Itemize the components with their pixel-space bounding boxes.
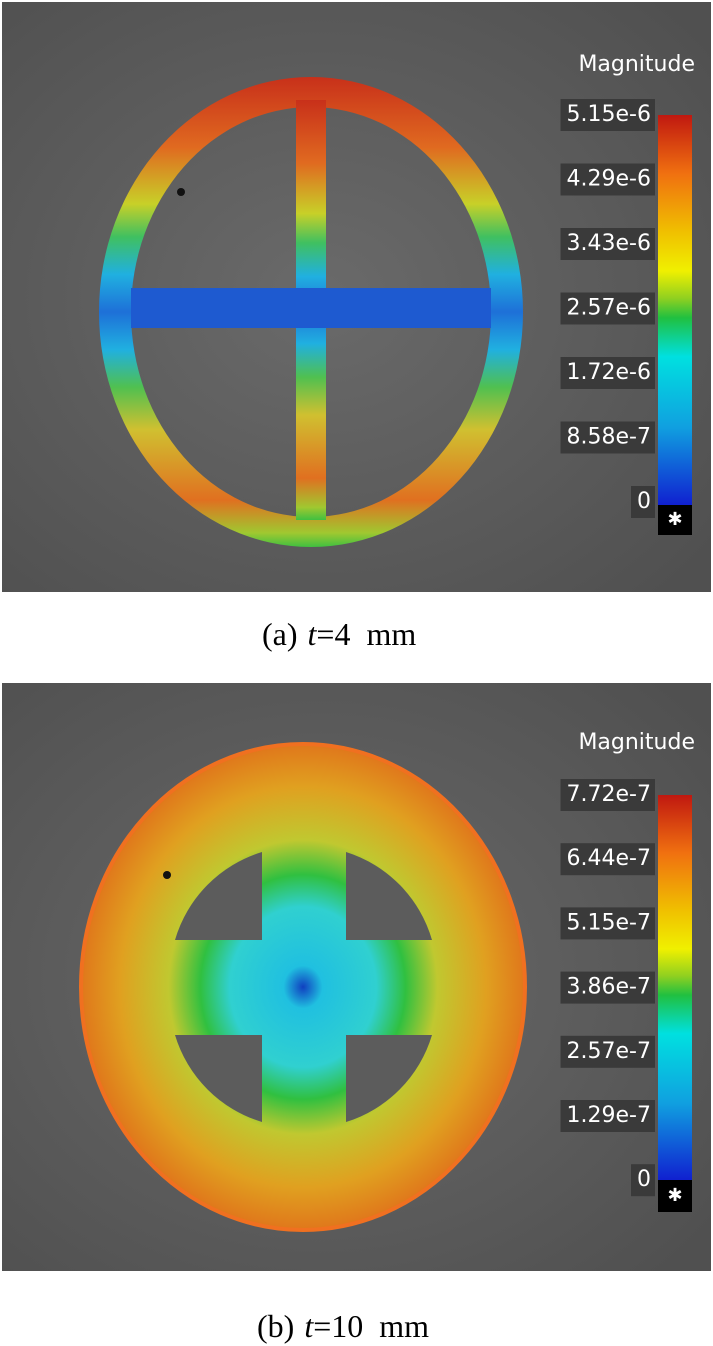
legend-label-bg: [560, 1035, 655, 1068]
legend-label-bg: [560, 421, 655, 454]
colorbar: [658, 795, 692, 1180]
legend-label-bg: [560, 1100, 655, 1132]
legend-label-bg: [560, 292, 655, 325]
legend-label: 3.86e-7: [567, 975, 651, 1000]
legend-label-bg: [560, 971, 655, 1004]
legend-label: 2.57e-6: [567, 296, 651, 321]
crossbar: [131, 288, 491, 328]
caption-label: (a): [262, 616, 298, 652]
legend-label: 5.15e-7: [567, 910, 651, 935]
caption-label: (b): [257, 1308, 294, 1344]
legend-label-bg: [560, 907, 655, 940]
legend-label-bg: [560, 357, 655, 389]
settings-icon[interactable]: [658, 505, 692, 535]
caption: (b) t=10 mm: [257, 1308, 429, 1344]
legend-label-bg: [560, 99, 655, 131]
caption-rest: =4 mm: [316, 616, 416, 652]
legend-label: 0: [637, 489, 651, 514]
caption-variable: t: [308, 616, 318, 652]
disc: [79, 742, 527, 1232]
legend-label: 8.58e-7: [567, 425, 651, 450]
legend-label-bg: [560, 779, 655, 811]
legend-label: 2.57e-7: [567, 1039, 651, 1064]
legend-title: Magnitude: [578, 52, 695, 77]
legend-label: 0: [637, 1167, 651, 1192]
caption-rest: =10 mm: [313, 1308, 429, 1344]
legend-label-bg: [560, 163, 655, 196]
legend-label: 6.44e-7: [567, 846, 651, 871]
caption: (a) t=4 mm: [262, 616, 416, 652]
gear[interactable]: ✱: [667, 1185, 682, 1205]
gear[interactable]: ✱: [667, 509, 682, 529]
legend-label: 3.43e-6: [567, 231, 651, 256]
legend-label-bg: [631, 486, 655, 518]
settings-icon[interactable]: [658, 1180, 692, 1212]
legend-label-bg: [560, 843, 655, 876]
legend-title: Magnitude: [578, 730, 695, 755]
legend-label-bg: [631, 1164, 655, 1197]
legend-label: 1.72e-6: [567, 360, 651, 385]
holes: [175, 852, 432, 1122]
legend-label-bg: [560, 228, 655, 260]
legend-label: 7.72e-7: [567, 782, 651, 807]
marker: [177, 188, 185, 196]
marker: [163, 871, 171, 879]
legend-label: 4.29e-6: [567, 167, 651, 192]
caption-variable: t: [304, 1308, 314, 1344]
legend-label: 5.15e-6: [567, 102, 651, 127]
legend-label: 1.29e-7: [567, 1103, 651, 1128]
colorbar: [658, 115, 692, 505]
